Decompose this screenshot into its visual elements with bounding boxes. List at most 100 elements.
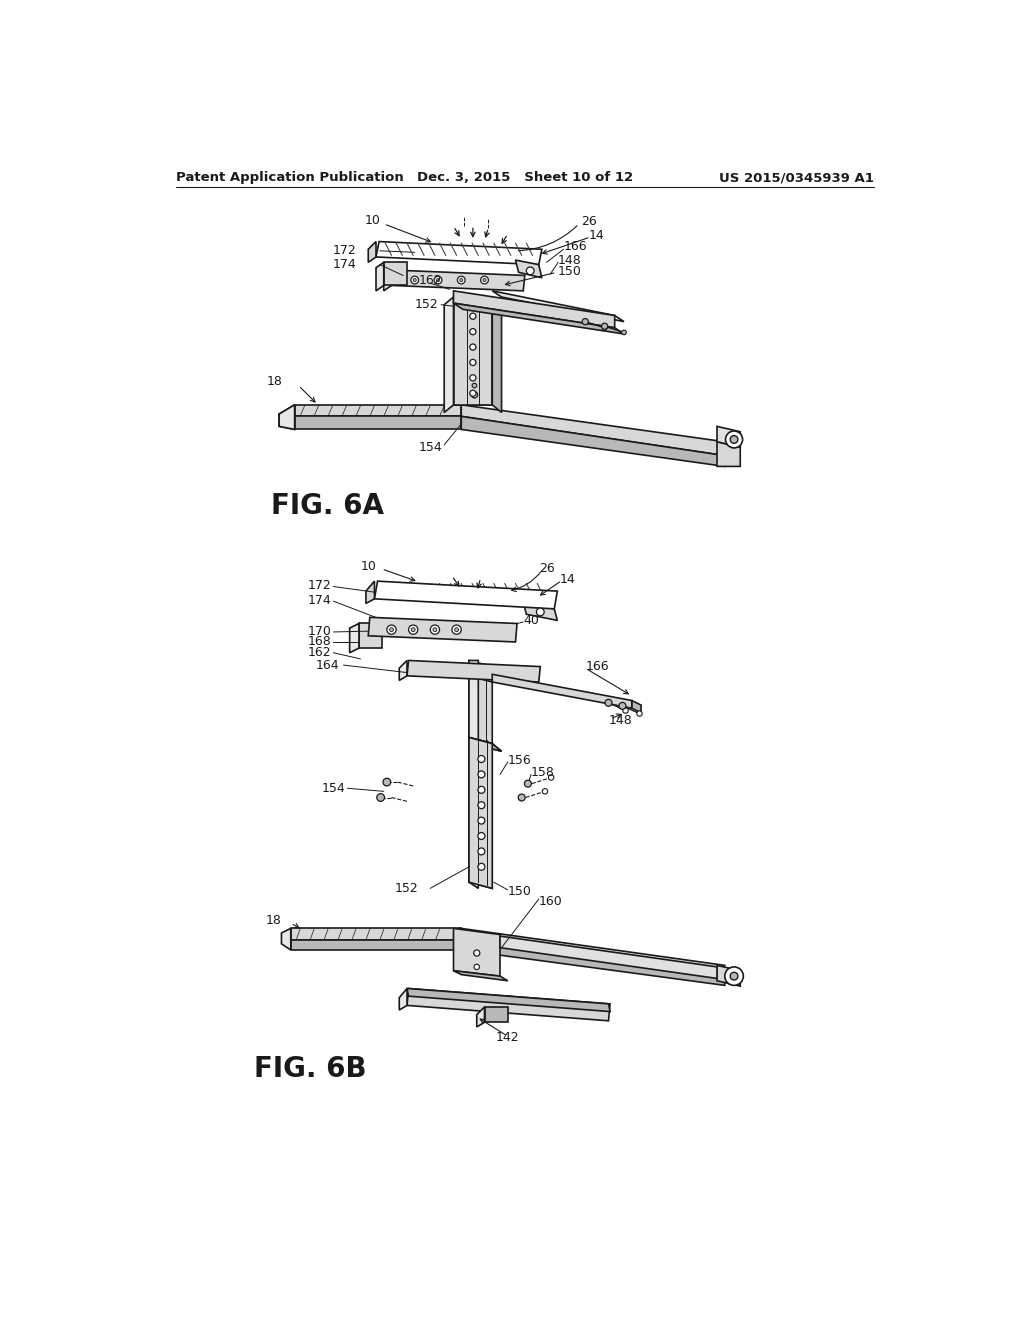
Polygon shape xyxy=(359,623,369,640)
Text: 154: 154 xyxy=(419,441,442,454)
Text: FIG. 6B: FIG. 6B xyxy=(254,1055,367,1082)
Text: 18: 18 xyxy=(265,915,282,927)
Circle shape xyxy=(409,626,418,635)
Text: Dec. 3, 2015   Sheet 10 of 12: Dec. 3, 2015 Sheet 10 of 12 xyxy=(417,172,633,185)
Circle shape xyxy=(623,708,629,713)
Circle shape xyxy=(474,950,480,956)
Polygon shape xyxy=(469,738,478,888)
Bar xyxy=(359,623,382,648)
Polygon shape xyxy=(376,242,542,264)
Circle shape xyxy=(470,345,476,350)
Text: 174: 174 xyxy=(333,259,356,271)
Text: 14: 14 xyxy=(589,228,605,242)
Polygon shape xyxy=(632,701,641,713)
Circle shape xyxy=(412,628,415,631)
Polygon shape xyxy=(454,290,614,327)
Polygon shape xyxy=(500,936,717,978)
Circle shape xyxy=(726,430,742,447)
Polygon shape xyxy=(376,263,384,290)
Circle shape xyxy=(472,383,477,388)
Circle shape xyxy=(436,279,439,281)
Text: 162: 162 xyxy=(307,647,331,659)
Text: 142: 142 xyxy=(496,1031,519,1044)
Polygon shape xyxy=(477,1007,484,1027)
Circle shape xyxy=(478,787,485,793)
Circle shape xyxy=(478,847,485,855)
Polygon shape xyxy=(493,290,624,322)
Circle shape xyxy=(470,329,476,335)
Polygon shape xyxy=(717,965,740,986)
Circle shape xyxy=(605,700,612,706)
Polygon shape xyxy=(454,304,624,334)
Circle shape xyxy=(725,966,743,986)
Circle shape xyxy=(478,863,485,870)
Polygon shape xyxy=(407,989,610,1011)
Text: 164: 164 xyxy=(315,659,339,672)
Text: Patent Application Publication: Patent Application Publication xyxy=(176,172,403,185)
Circle shape xyxy=(470,391,476,396)
Text: 26: 26 xyxy=(539,561,554,574)
Polygon shape xyxy=(454,297,493,405)
Text: 174: 174 xyxy=(307,594,331,607)
Circle shape xyxy=(518,795,525,801)
Text: 170: 170 xyxy=(307,624,331,638)
Circle shape xyxy=(430,626,439,635)
Polygon shape xyxy=(444,297,454,412)
Polygon shape xyxy=(469,668,493,682)
Text: 162: 162 xyxy=(419,273,442,286)
Circle shape xyxy=(474,964,479,970)
Circle shape xyxy=(478,817,485,824)
Text: 152: 152 xyxy=(395,882,419,895)
Polygon shape xyxy=(384,271,391,290)
Text: 172: 172 xyxy=(333,244,356,257)
Polygon shape xyxy=(407,660,541,682)
Text: 158: 158 xyxy=(531,767,555,779)
Circle shape xyxy=(470,359,476,366)
Bar xyxy=(384,263,407,285)
Polygon shape xyxy=(280,405,295,429)
Text: 156: 156 xyxy=(508,754,531,767)
Polygon shape xyxy=(461,940,725,985)
Circle shape xyxy=(387,626,396,635)
Polygon shape xyxy=(399,989,407,1010)
Text: 26: 26 xyxy=(582,215,597,228)
Circle shape xyxy=(460,279,463,281)
Circle shape xyxy=(524,780,531,787)
Polygon shape xyxy=(461,405,725,455)
Polygon shape xyxy=(295,405,461,416)
Text: FIG. 6A: FIG. 6A xyxy=(271,492,384,520)
Circle shape xyxy=(549,775,554,780)
Polygon shape xyxy=(454,928,500,977)
Text: 10: 10 xyxy=(360,560,376,573)
Polygon shape xyxy=(493,297,502,412)
Polygon shape xyxy=(717,442,740,466)
Polygon shape xyxy=(454,970,508,981)
Text: 152: 152 xyxy=(415,298,438,312)
Circle shape xyxy=(389,628,393,631)
Circle shape xyxy=(601,323,607,330)
Polygon shape xyxy=(469,660,478,744)
Circle shape xyxy=(543,788,548,795)
Circle shape xyxy=(637,711,642,717)
Polygon shape xyxy=(295,416,461,429)
Polygon shape xyxy=(369,242,376,263)
Polygon shape xyxy=(717,426,740,447)
Circle shape xyxy=(434,276,442,284)
Polygon shape xyxy=(291,940,461,950)
Circle shape xyxy=(480,276,488,284)
Circle shape xyxy=(383,779,391,785)
Polygon shape xyxy=(469,738,493,888)
Polygon shape xyxy=(469,660,493,743)
Text: 154: 154 xyxy=(322,781,345,795)
Text: 166: 166 xyxy=(563,240,587,253)
Circle shape xyxy=(583,318,589,325)
Polygon shape xyxy=(282,928,291,950)
Polygon shape xyxy=(523,602,557,620)
Circle shape xyxy=(455,628,459,631)
Polygon shape xyxy=(461,416,725,466)
Circle shape xyxy=(622,330,627,335)
Polygon shape xyxy=(461,928,725,977)
Text: 150: 150 xyxy=(558,265,582,279)
Circle shape xyxy=(470,313,476,319)
Text: US 2015/0345939 A1: US 2015/0345939 A1 xyxy=(719,172,873,185)
